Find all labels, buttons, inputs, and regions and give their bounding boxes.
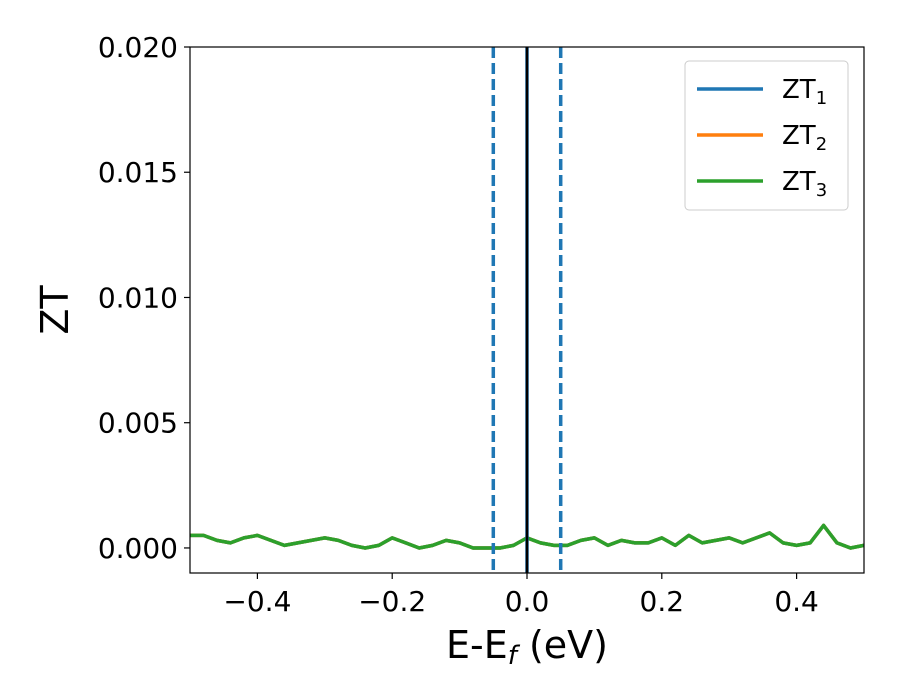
reference-lines bbox=[491, 47, 563, 573]
legend-label-2: ZT2 bbox=[782, 121, 827, 155]
legend-label-1-sub: 1 bbox=[816, 88, 827, 109]
y-tick-label: 0.000 bbox=[98, 532, 178, 565]
legend-entry-1: ZT1 bbox=[697, 75, 827, 109]
y-axis-label: ZT bbox=[33, 285, 77, 335]
legend-label-1: ZT1 bbox=[782, 75, 827, 109]
legend-label-3: ZT3 bbox=[782, 167, 827, 201]
legend-label-3-main: ZT bbox=[782, 167, 816, 197]
y-tick-label: 0.015 bbox=[98, 156, 178, 189]
x-axis-label-unit: (eV) bbox=[517, 623, 608, 667]
legend-box bbox=[684, 60, 849, 211]
x-tick-label: 0.4 bbox=[774, 585, 819, 618]
x-tick-label: −0.2 bbox=[358, 585, 426, 618]
legend-label-1-main: ZT bbox=[782, 75, 816, 105]
legend-entry-2: ZT2 bbox=[697, 121, 827, 155]
y-tick-label: 0.005 bbox=[98, 407, 178, 440]
x-axis-label: E-Ef (eV) bbox=[446, 623, 608, 671]
x-tick-label: −0.4 bbox=[223, 585, 291, 618]
x-axis-label-main: E-E bbox=[446, 623, 508, 667]
legend-label-2-sub: 2 bbox=[816, 134, 827, 155]
y-tick-label: 0.010 bbox=[98, 281, 178, 314]
x-tick-label: 0.2 bbox=[640, 585, 685, 618]
y-tick-label: 0.020 bbox=[98, 31, 178, 64]
legend-label-3-sub: 3 bbox=[816, 180, 827, 201]
legend: ZT1 ZT2 ZT3 bbox=[684, 60, 849, 211]
legend-label-2-main: ZT bbox=[782, 121, 816, 151]
legend-entry-3: ZT3 bbox=[697, 167, 827, 201]
x-tick-label: 0.0 bbox=[505, 585, 550, 618]
axis-ticks: −0.4 −0.2 0.0 0.2 0.4 0.000 0.005 0.010 0.015 0.0… bbox=[98, 31, 819, 618]
